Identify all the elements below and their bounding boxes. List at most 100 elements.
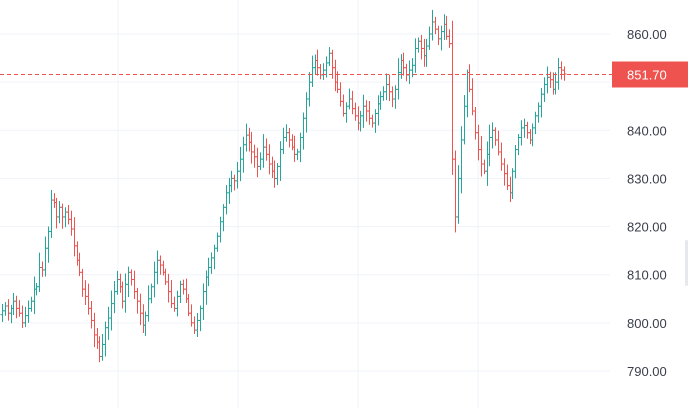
ohlc-bar-up [261, 134, 266, 168]
ohlc-bar-down [264, 138, 269, 161]
ohlc-bar-down [551, 72, 556, 95]
ohlc-bar-up [63, 207, 68, 228]
ohlc-bar-up [46, 226, 51, 263]
ohlc-bar-up [487, 124, 492, 167]
last-price-badge: 851.70 [612, 61, 688, 88]
ohlc-bar-down [292, 135, 297, 162]
ohlc-bar-down [118, 273, 123, 293]
ohlc-bar-down [338, 82, 343, 107]
ohlc-bar-up [29, 296, 34, 312]
ohlc-bar-up [313, 54, 318, 75]
ohlc-bar-up [106, 306, 111, 340]
ohlc-bar-up [201, 283, 206, 321]
ohlc-bar-up [519, 120, 524, 146]
ohlc-bar-up [307, 72, 312, 107]
ohlc-bar-down [52, 193, 57, 208]
ohlc-bar-down [92, 312, 97, 348]
y-tick-label: 820.00 [627, 220, 667, 235]
ohlc-bar-down [270, 156, 275, 179]
ohlc-bar-up [215, 232, 220, 252]
ohlc-bar-up [465, 69, 470, 118]
ohlc-bar-down [453, 150, 458, 233]
ohlc-bar-up [536, 102, 541, 123]
ohlc-bar-down [60, 203, 65, 229]
ohlc-bar-up [123, 273, 128, 313]
ohlc-bar-up [510, 168, 515, 200]
ohlc-bar-up [126, 266, 131, 298]
ohlc-bar-down [120, 281, 125, 309]
ohlc-bar-down [14, 295, 19, 319]
price-axis[interactable]: 790.00800.00810.00820.00830.00840.00850.… [627, 27, 667, 379]
ohlc-bar-down [252, 144, 257, 168]
ohlc-bar-down [166, 273, 171, 303]
ohlc-bar-up [23, 306, 28, 328]
y-tick-label: 810.00 [627, 268, 667, 283]
ohlc-bar-up [327, 47, 332, 67]
ohlc-bar-up [57, 201, 62, 224]
ohlc-bar-down [95, 327, 100, 349]
ohlc-bar-up [26, 300, 31, 323]
ohlc-bar-up [399, 54, 404, 79]
ohlc-bar-down [272, 160, 277, 188]
ohlc-bars [0, 9, 567, 363]
ohlc-bar-down [419, 34, 424, 60]
ohlc-bar-up [407, 60, 412, 84]
ohlc-bar-down [290, 134, 295, 151]
ohlc-bar-up [235, 161, 240, 189]
ohlc-bar-down [370, 114, 375, 128]
price-axis-scroll-handle[interactable] [685, 240, 688, 286]
ohlc-bar-down [69, 210, 74, 236]
ohlc-bar-up [459, 126, 464, 194]
ohlc-bar-down [86, 283, 91, 315]
ohlc-bar-down [192, 316, 197, 334]
ohlc-bar-up [37, 252, 42, 293]
ohlc-bar-up [542, 77, 547, 103]
y-tick-label: 790.00 [627, 364, 667, 379]
y-tick-label: 800.00 [627, 316, 667, 331]
ohlc-bar-up [381, 86, 386, 101]
ohlc-bar-down [287, 128, 292, 148]
ohlc-bar-down [470, 78, 475, 116]
grid-layer [0, 0, 610, 408]
ohlc-bar-up [556, 57, 561, 90]
ohlc-bar-up [112, 280, 117, 314]
ohlc-bar-up [533, 111, 538, 135]
last-price-label: 851.70 [627, 68, 667, 83]
ohlc-bar-down [17, 300, 22, 317]
ohlc-bar-down [333, 59, 338, 92]
ohlc-bar-down [404, 63, 409, 82]
ohlc-bar-down [390, 86, 395, 108]
ohlc-bar-up [9, 304, 14, 324]
ohlc-bar-down [267, 144, 272, 175]
ohlc-bar-down [72, 217, 77, 257]
ohlc-bar-down [249, 131, 254, 164]
y-tick-label: 860.00 [627, 27, 667, 42]
ohlc-bar-up [49, 190, 54, 239]
ohlc-bar-down [232, 174, 237, 191]
ohlc-bar-down [20, 305, 25, 329]
ohlc-bar-down [422, 38, 427, 67]
ohlc-bar-up [198, 305, 203, 332]
ohlc-bar-up [304, 92, 309, 133]
ohlc-bar-down [367, 100, 372, 125]
ohlc-bar-up [378, 91, 383, 110]
ohlc-bar-up [485, 141, 490, 186]
ohlc-bar-down [247, 127, 252, 152]
ohlc-bar-up [3, 302, 8, 316]
ohlc-bar-up [413, 38, 418, 73]
ohlc-bar-up [244, 123, 249, 152]
ohlc-bar-down [318, 64, 323, 80]
ohlc-bar-up [221, 204, 226, 232]
ohlc-bar-down [138, 293, 143, 326]
ohlc-bar-up [206, 257, 211, 287]
ohlc-bar-up [229, 170, 234, 193]
ohlc-bar-up [376, 95, 381, 126]
ohlc-bar-up [456, 165, 461, 224]
ohlc-bar-up [0, 304, 5, 322]
ohlc-bar-up [358, 110, 363, 132]
ohlc-bar-down [499, 142, 504, 171]
ohlc-bar-down [436, 25, 441, 46]
ohlc-bar-down [80, 268, 85, 297]
